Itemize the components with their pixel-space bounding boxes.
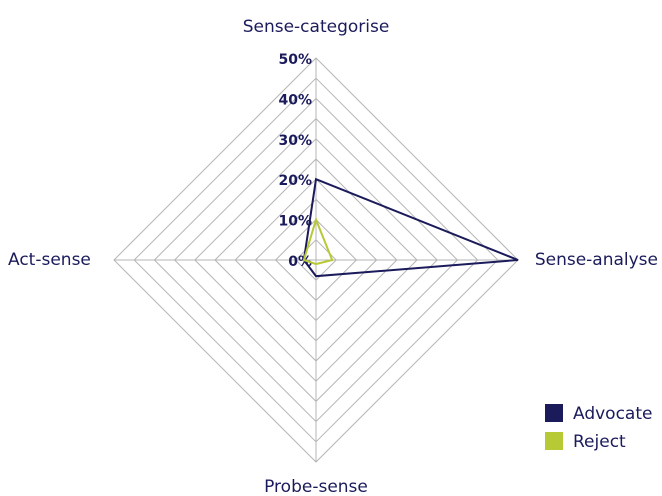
legend-swatch — [545, 432, 563, 450]
series-line — [302, 216, 334, 266]
y-tick-label: 30% — [278, 133, 312, 149]
y-tick-label: 20% — [278, 173, 312, 189]
y-tick-label: 0% — [288, 254, 312, 270]
series-line — [302, 177, 519, 278]
y-tick-label: 40% — [278, 92, 312, 108]
axis-label: Act-sense — [8, 250, 91, 270]
legend-label: Advocate — [573, 404, 652, 424]
legend-swatch — [545, 404, 563, 422]
legend-label: Reject — [573, 432, 626, 452]
axis-label: Sense-categorise — [243, 17, 390, 37]
axis-label: Probe-sense — [264, 477, 368, 496]
axis-label: Sense-analyse — [535, 250, 658, 270]
y-tick-label: 50% — [278, 52, 312, 68]
y-tick-label: 10% — [278, 214, 312, 230]
